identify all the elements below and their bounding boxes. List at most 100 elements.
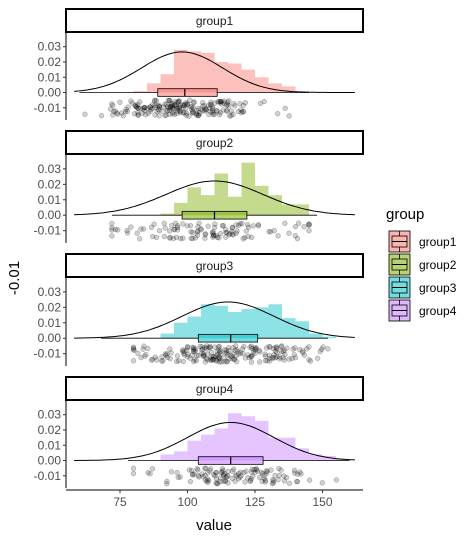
jitter-point: [171, 227, 177, 233]
jitter-point: [208, 356, 214, 362]
jitter-point: [241, 469, 247, 476]
jitter-point: [174, 224, 181, 231]
jitter-point: [230, 351, 236, 357]
jitter-point: [161, 220, 167, 226]
jitter-point: [231, 101, 237, 107]
jitter-point: [145, 110, 151, 117]
jitter-point: [180, 221, 186, 227]
jitter-point: [205, 351, 211, 357]
jitter-point: [143, 112, 149, 118]
jitter-point: [109, 227, 115, 233]
jitter-point: [202, 477, 209, 483]
legend-label: group2: [419, 258, 457, 272]
jitter-point: [152, 97, 158, 103]
jitter-point: [144, 105, 151, 111]
histogram-bar: [228, 196, 242, 216]
jitter-point: [215, 480, 221, 487]
jitter-point: [207, 345, 213, 351]
jitter-point: [238, 107, 244, 113]
y-tick-label: 0.02: [38, 55, 62, 69]
jitter-point: [269, 355, 276, 361]
jitter-point: [199, 471, 205, 477]
jitter-point: [166, 107, 173, 113]
jitter-point: [223, 226, 229, 233]
legend: group group1 group2 group3 group4: [386, 206, 457, 322]
histogram-bar: [133, 91, 147, 93]
jitter-point: [242, 235, 248, 241]
jitter-point: [160, 104, 167, 110]
jitter-point: [173, 105, 179, 112]
jitter-point: [187, 478, 194, 485]
histogram-bar: [201, 52, 215, 93]
jitter-point: [248, 354, 254, 360]
jitter-point: [176, 108, 183, 114]
histogram-bar: [214, 173, 228, 216]
jitter-point: [184, 354, 191, 360]
jitter-point: [109, 101, 115, 107]
jitter-point: [261, 476, 267, 482]
jitter-point: [212, 344, 218, 350]
jitter-point: [217, 478, 223, 485]
histogram-bar: [322, 336, 336, 339]
jitter-point: [171, 226, 177, 232]
jitter-point: [202, 359, 209, 365]
y-tick-label: 0.03: [38, 162, 62, 176]
jitter-point: [149, 356, 156, 362]
jitter-point: [145, 470, 151, 476]
y-tick-label: -0.01: [34, 224, 62, 238]
jitter-point: [180, 358, 186, 365]
jitter-point: [220, 107, 226, 113]
jitter-point: [230, 232, 236, 238]
jitter-point: [263, 470, 270, 476]
facet-group1: group1 0.030.020.01 0.00-0.01: [34, 8, 364, 120]
jitter-point: [211, 232, 217, 239]
y-tick-label: 0.02: [38, 300, 62, 314]
jitter-point: [226, 345, 232, 351]
jitter-point: [262, 351, 268, 357]
jitter-point: [263, 468, 269, 474]
jitter-point: [174, 99, 180, 105]
jitter-point: [217, 98, 224, 105]
jitter-point: [294, 235, 301, 242]
jitter-point: [253, 466, 259, 473]
jitter-point: [291, 467, 298, 473]
jitter-point: [164, 108, 170, 114]
jitter-point: [229, 225, 236, 231]
jitter-point: [109, 220, 115, 227]
jitter-point: [210, 231, 216, 237]
histogram-bar: [214, 428, 228, 461]
jitter-point: [259, 471, 266, 477]
jitter-point: [137, 99, 143, 105]
jitter-point: [266, 228, 272, 235]
jitter-point: [204, 476, 211, 482]
y-tick-label: 0.01: [38, 316, 62, 330]
jitter-point: [245, 222, 251, 228]
jitter-point: [238, 109, 245, 116]
jitter-point: [191, 348, 197, 354]
jitter-point: [306, 344, 312, 350]
jitter-point: [201, 351, 207, 357]
jitter-point: [164, 481, 170, 487]
jitter-point: [141, 343, 147, 349]
histogram-bar: [295, 204, 309, 216]
jitter-point: [255, 223, 262, 229]
jitter-point: [170, 111, 176, 117]
jitter-point: [226, 232, 232, 238]
jitter-point: [183, 105, 189, 112]
jitter-point: [224, 474, 230, 480]
jitter-point: [194, 352, 200, 359]
jitter-point: [272, 348, 279, 355]
jitter-point: [141, 104, 148, 111]
jitter-point: [235, 348, 241, 355]
jitter-point: [247, 478, 253, 484]
jitter-point: [166, 105, 172, 111]
jitter-point: [212, 472, 218, 479]
jitter-point: [248, 343, 254, 349]
jitter-point: [280, 355, 286, 361]
jitter-point: [174, 353, 181, 359]
jitter-point: [276, 465, 282, 472]
jitter-point: [192, 346, 198, 352]
jitter-point: [189, 467, 195, 474]
jitter-point: [257, 349, 263, 355]
jitter-point: [216, 347, 222, 353]
